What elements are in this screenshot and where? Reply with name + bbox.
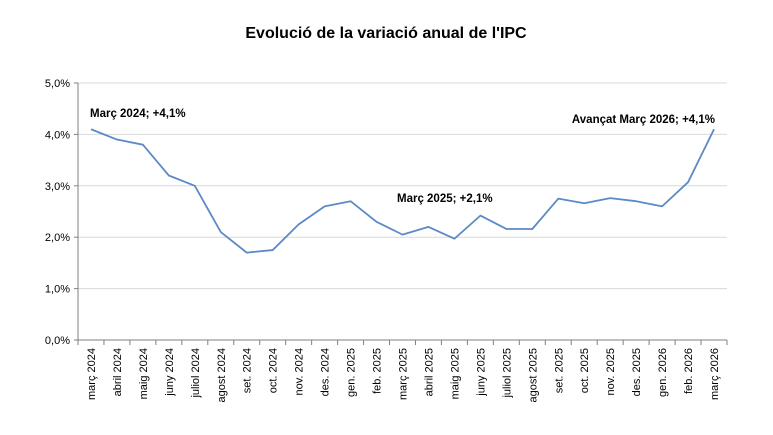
x-tick-label: feb. 2025 bbox=[372, 348, 384, 394]
x-tick-label: des. 2024 bbox=[320, 348, 332, 396]
y-tick-label: 1,0% bbox=[45, 284, 70, 296]
x-tick-label: set. 2025 bbox=[553, 348, 565, 393]
x-tick-label: gen. 2025 bbox=[346, 348, 358, 397]
x-tick-label: oct. 2024 bbox=[268, 348, 280, 393]
x-tick-label: maig 2025 bbox=[449, 348, 461, 399]
y-tick-label: 5,0% bbox=[45, 78, 70, 90]
series-ipc bbox=[90, 128, 715, 254]
x-tick-label: nov. 2024 bbox=[294, 348, 306, 396]
x-tick-label: juny 2025 bbox=[475, 348, 487, 397]
x-tick-label: nov. 2025 bbox=[605, 348, 617, 396]
x-tick-label: juny 2024 bbox=[164, 348, 176, 397]
chart-title: Evolució de la variació anual de l'IPC bbox=[245, 25, 527, 42]
y-tick-label: 3,0% bbox=[45, 181, 70, 193]
x-tick-label: set. 2024 bbox=[242, 348, 254, 393]
x-tick-label: agost 2025 bbox=[527, 348, 539, 402]
x-tick-label: maig 2024 bbox=[138, 348, 150, 399]
grid-lines bbox=[78, 82, 727, 290]
annotation-label: Març 2024; +4,1% bbox=[90, 108, 186, 120]
x-tick-label: març 2024 bbox=[86, 348, 98, 400]
x-tick-label: feb. 2026 bbox=[683, 348, 695, 394]
x-tick-label: oct. 2025 bbox=[579, 348, 591, 393]
axes bbox=[74, 82, 728, 345]
y-tick-label: 0,0% bbox=[45, 335, 70, 347]
annotation-label: Avançat Març 2026; +4,1% bbox=[572, 114, 715, 126]
x-tick-label: agost 2024 bbox=[216, 348, 228, 402]
x-axis-tick-labels: març 2024 abril 2024 maig 2024 juny 2024 jul… bbox=[86, 348, 721, 402]
x-tick-label: abril 2024 bbox=[112, 348, 124, 396]
annotation-label: Març 2025; +2,1% bbox=[397, 193, 493, 205]
y-tick-label: 2,0% bbox=[45, 232, 70, 244]
y-axis-tick-labels: 0,0% 1,0% 2,0% 3,0% 4,0% 5,0% bbox=[45, 78, 70, 347]
x-tick-label: juliol 2024 bbox=[190, 348, 202, 399]
x-tick-label: març 2026 bbox=[709, 348, 721, 400]
x-tick-label: des. 2025 bbox=[631, 348, 643, 396]
y-tick-label: 4,0% bbox=[45, 129, 70, 141]
x-tick-label: abril 2025 bbox=[423, 348, 435, 396]
x-tick-label: juliol 2025 bbox=[501, 348, 513, 399]
annotations: Març 2024; +4,1% Març 2025; +2,1% Avançat … bbox=[90, 108, 715, 205]
series-line bbox=[90, 128, 715, 254]
x-tick-label: gen. 2026 bbox=[657, 348, 669, 397]
x-tick-label: març 2025 bbox=[398, 348, 410, 400]
